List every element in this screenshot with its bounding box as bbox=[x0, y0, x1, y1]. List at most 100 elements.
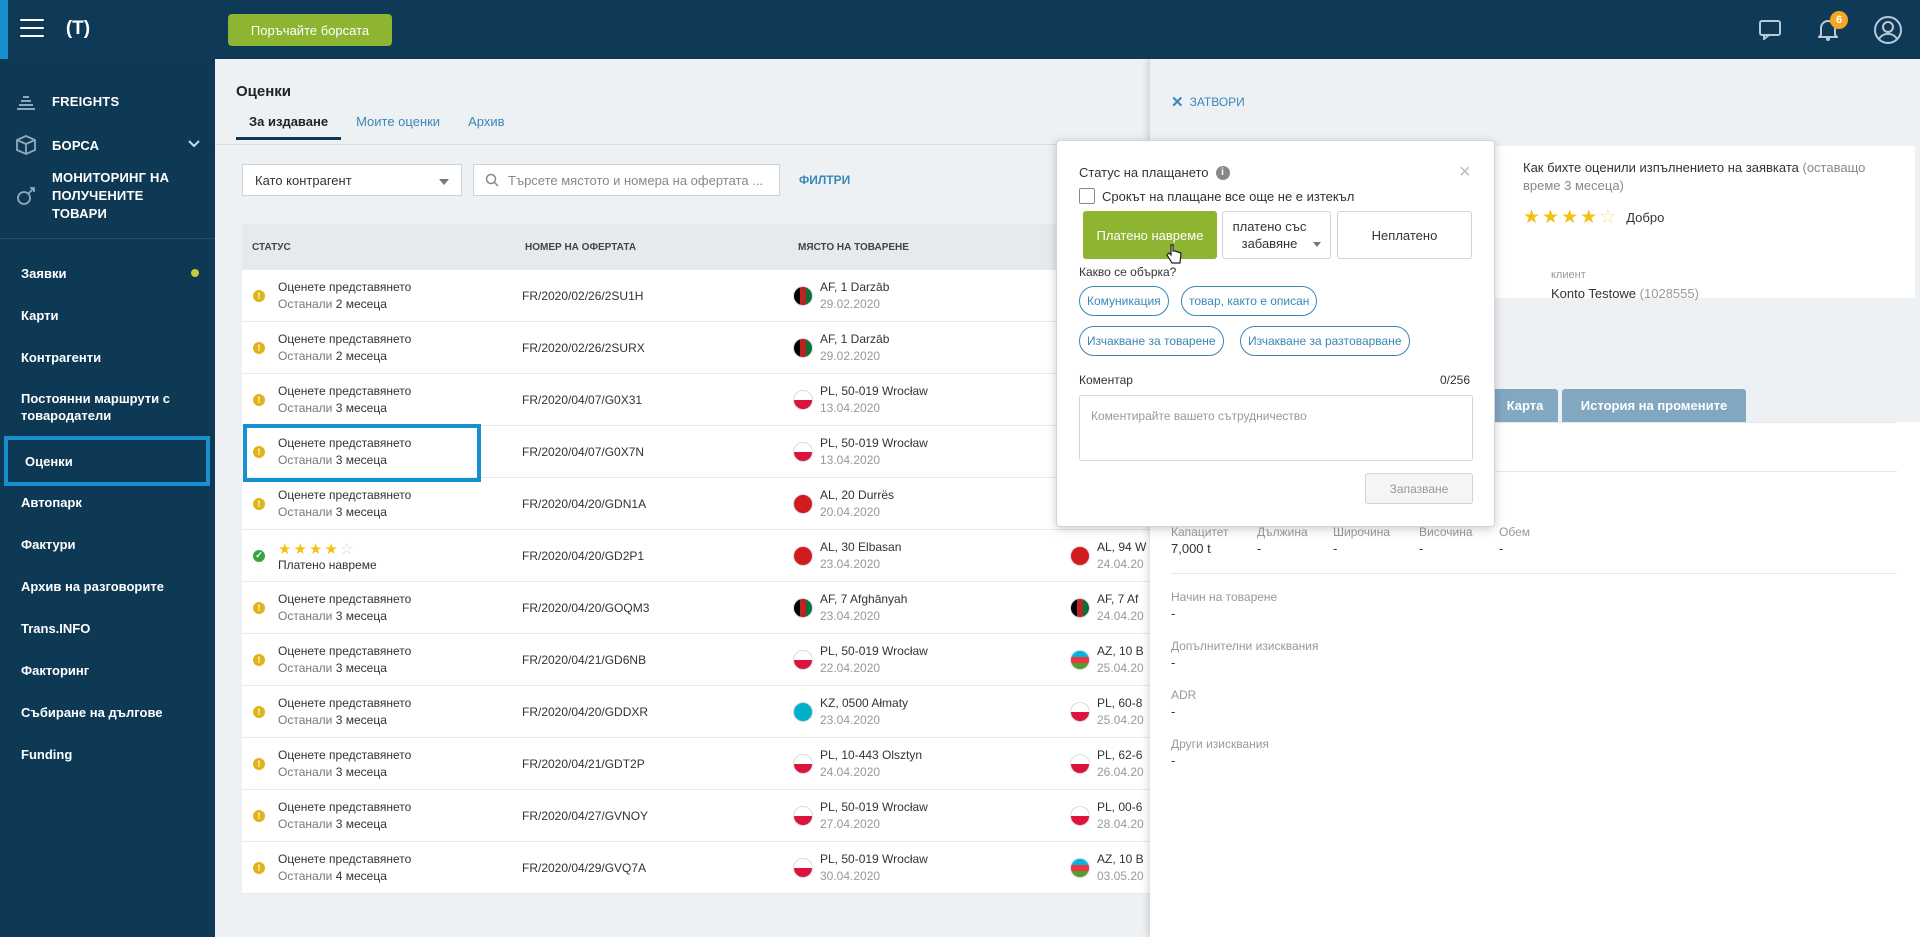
row-offer-number: FR/2020/02/26/2SURX bbox=[522, 340, 645, 355]
sidebar-item-chat-archive[interactable]: Архив на разговорите bbox=[21, 578, 164, 594]
page-title: Оценки bbox=[236, 83, 292, 100]
row-remaining: Останали 2 месеца bbox=[278, 349, 387, 363]
chip-cargo-as-described[interactable]: товар, както е описан bbox=[1181, 286, 1318, 316]
table-row[interactable]: ! Оценете представянето Останали 3 месец… bbox=[242, 426, 1150, 478]
row-offer-number: FR/2020/04/21/GD6NB bbox=[522, 652, 647, 667]
sidebar-monitoring[interactable]: МОНИТОРИНГ НА ПОЛУЧЕНИТЕ ТОВАРИ bbox=[0, 170, 215, 221]
rating-stars[interactable]: ★ ★ ★ ★ ☆ Добро bbox=[1523, 206, 1664, 229]
table-row[interactable]: ! Оценете представянето Останали 3 месец… bbox=[242, 738, 1150, 790]
chip-loading-wait[interactable]: Изчакване за товарене bbox=[1079, 326, 1224, 356]
rating-card: Как бихте оценили изпълнението на заявка… bbox=[1495, 146, 1915, 298]
hamburger-menu-icon[interactable] bbox=[20, 19, 44, 39]
dim-volume-value: - bbox=[1499, 541, 1504, 556]
info-icon[interactable]: i bbox=[1215, 165, 1230, 180]
comment-textarea[interactable]: Коментирайте вашето сътрудничество bbox=[1079, 395, 1473, 461]
chevron-down-icon bbox=[188, 136, 200, 151]
table-row[interactable]: ! Оценете представянето Останали 3 месец… bbox=[242, 790, 1150, 842]
paid-on-time-button[interactable]: Платено навреме bbox=[1083, 211, 1217, 259]
close-button[interactable]: ✕ ЗАТВОРИ bbox=[1171, 94, 1245, 111]
filters-link[interactable]: ФИЛТРИ bbox=[799, 173, 851, 187]
star-icon[interactable]: ★ bbox=[1580, 207, 1600, 228]
sidebar-item-funding[interactable]: Funding bbox=[21, 746, 73, 762]
row-offer-number: FR/2020/02/26/2SU1H bbox=[522, 288, 644, 303]
table-row[interactable]: ! Оценете представянето Останали 3 месец… bbox=[242, 634, 1150, 686]
tab-my-ratings[interactable]: Моите оценки bbox=[356, 114, 441, 129]
unpaid-button[interactable]: Неплатено bbox=[1337, 211, 1472, 259]
warning-icon: ! bbox=[253, 341, 265, 354]
extra-requirements-label: Допълнителни изисквания bbox=[1171, 639, 1319, 653]
paid-delayed-button[interactable]: платено със забавяне bbox=[1222, 211, 1331, 259]
order-exchange-button[interactable]: Поръчайте борсата bbox=[228, 14, 392, 46]
table-row[interactable]: ! Оценете представянето Останали 2 месец… bbox=[242, 270, 1150, 322]
table-row[interactable]: ✓ ★★★★☆ Платено навреме FR/2020/04/20/GD… bbox=[242, 530, 1150, 582]
star-icon[interactable]: ★ bbox=[1561, 207, 1581, 228]
role-select[interactable]: Като контрагент bbox=[242, 164, 462, 196]
row-offer-number: FR/2020/04/20/GDN1A bbox=[522, 496, 647, 511]
country-flag-icon bbox=[793, 389, 813, 410]
warning-icon: ! bbox=[253, 497, 265, 510]
chip-unloading-wait[interactable]: Изчакване за разтоварване bbox=[1240, 326, 1410, 356]
row-remaining: Останали 3 месеца bbox=[278, 817, 387, 831]
sidebar-item-ratings[interactable]: Оценки bbox=[4, 436, 210, 486]
save-button[interactable]: Запазване bbox=[1365, 473, 1473, 504]
sidebar-item-maps[interactable]: Карти bbox=[21, 307, 59, 323]
hand-cursor-icon bbox=[1166, 244, 1182, 269]
warning-icon: ! bbox=[253, 861, 265, 874]
sidebar-item-invoices[interactable]: Фактури bbox=[21, 536, 76, 552]
country-flag-icon bbox=[793, 597, 813, 618]
table-row[interactable]: ! Оценете представянето Останали 3 месец… bbox=[242, 582, 1150, 634]
chip-communication[interactable]: Комуникация bbox=[1079, 286, 1169, 316]
row-remaining: Останали 3 месеца bbox=[278, 453, 387, 467]
row-status: Оценете представянето bbox=[278, 800, 412, 814]
trans-logo[interactable]: (T) bbox=[65, 18, 91, 39]
adr-value: - bbox=[1171, 704, 1176, 719]
sidebar-item-factoring[interactable]: Факторинг bbox=[21, 662, 90, 678]
sidebar-item-orders[interactable]: Заявки bbox=[0, 263, 215, 283]
sidebar-item-fleet[interactable]: Автопарк bbox=[21, 494, 82, 510]
star-icon[interactable]: ★ bbox=[1523, 207, 1543, 228]
row-offer-number: FR/2020/04/27/GVNOY bbox=[522, 808, 649, 823]
table-body: ! Оценете представянето Останали 2 месец… bbox=[242, 270, 1150, 894]
row-status: Оценете представянето bbox=[278, 436, 412, 450]
search-input[interactable]: Търсете мястото и номера на офертата ... bbox=[473, 164, 780, 196]
sidebar-item-debt-collection[interactable]: Събиране на дългове bbox=[21, 704, 163, 720]
comment-counter: 0/256 bbox=[1440, 373, 1471, 387]
warning-icon: ! bbox=[253, 289, 265, 302]
row-remaining: Останали 3 месеца bbox=[278, 505, 387, 519]
tab-map[interactable]: Карта bbox=[1492, 389, 1558, 422]
checkbox[interactable] bbox=[1079, 188, 1095, 204]
tabs: За издаване Моите оценки Архив bbox=[236, 114, 520, 140]
popup-close-icon[interactable]: × bbox=[1459, 161, 1471, 183]
row-loading: PL, 50-019 Wrocław 30.04.2020 bbox=[793, 852, 928, 883]
dim-height-label: Височина bbox=[1419, 525, 1473, 539]
row-status-cell: ✓ ★★★★☆ Платено навреме bbox=[253, 540, 377, 572]
messages-icon[interactable] bbox=[1754, 14, 1786, 46]
tab-history[interactable]: История на промените bbox=[1562, 389, 1746, 422]
row-status: Оценете представянето bbox=[278, 280, 412, 294]
sidebar-item-transinfo[interactable]: Trans.INFO bbox=[21, 620, 91, 636]
star-empty-icon[interactable]: ☆ bbox=[1599, 207, 1619, 228]
search-icon bbox=[485, 173, 499, 190]
warning-icon: ! bbox=[253, 809, 265, 822]
user-avatar-icon[interactable] bbox=[1872, 14, 1904, 46]
table-row[interactable]: ! Оценете представянето Останали 3 месец… bbox=[242, 686, 1150, 738]
table-row[interactable]: ! Оценете представянето Останали 4 месец… bbox=[242, 842, 1150, 894]
table-row[interactable]: ! Оценете представянето Останали 2 месец… bbox=[242, 322, 1150, 374]
highlight-box bbox=[243, 424, 481, 482]
row-status-cell: ! Оценете представянето Останали 3 месец… bbox=[253, 644, 411, 675]
tab-to-issue[interactable]: За издаване bbox=[236, 114, 342, 140]
row-loading: AL, 30 Elbasan 23.04.2020 bbox=[793, 540, 901, 571]
tab-archive[interactable]: Архив bbox=[468, 114, 505, 129]
sidebar-exchange[interactable]: БОРСА bbox=[0, 128, 215, 162]
table-header: СТАТУС НОМЕР НА ОФЕРТАТА МЯСТО НА ТОВАРЕ… bbox=[242, 224, 1150, 270]
row-remaining: Останали 3 месеца bbox=[278, 609, 387, 623]
payment-term-checkbox[interactable]: Срокът на плащане все още не е изтекъл bbox=[1079, 188, 1354, 204]
sidebar-freights[interactable]: FREIGHTS bbox=[0, 84, 215, 118]
sidebar-item-contractors[interactable]: Контрагенти bbox=[21, 349, 102, 365]
star-icon[interactable]: ★ bbox=[1542, 207, 1562, 228]
sidebar-item-routes[interactable]: Постоянни маршрути с товародатели bbox=[21, 391, 171, 423]
table-row[interactable]: ! Оценете представянето Останали 3 месец… bbox=[242, 374, 1150, 426]
star-icon: ★ bbox=[293, 540, 309, 558]
check-icon: ✓ bbox=[253, 549, 265, 562]
table-row[interactable]: ! Оценете представянето Останали 3 месец… bbox=[242, 478, 1150, 530]
